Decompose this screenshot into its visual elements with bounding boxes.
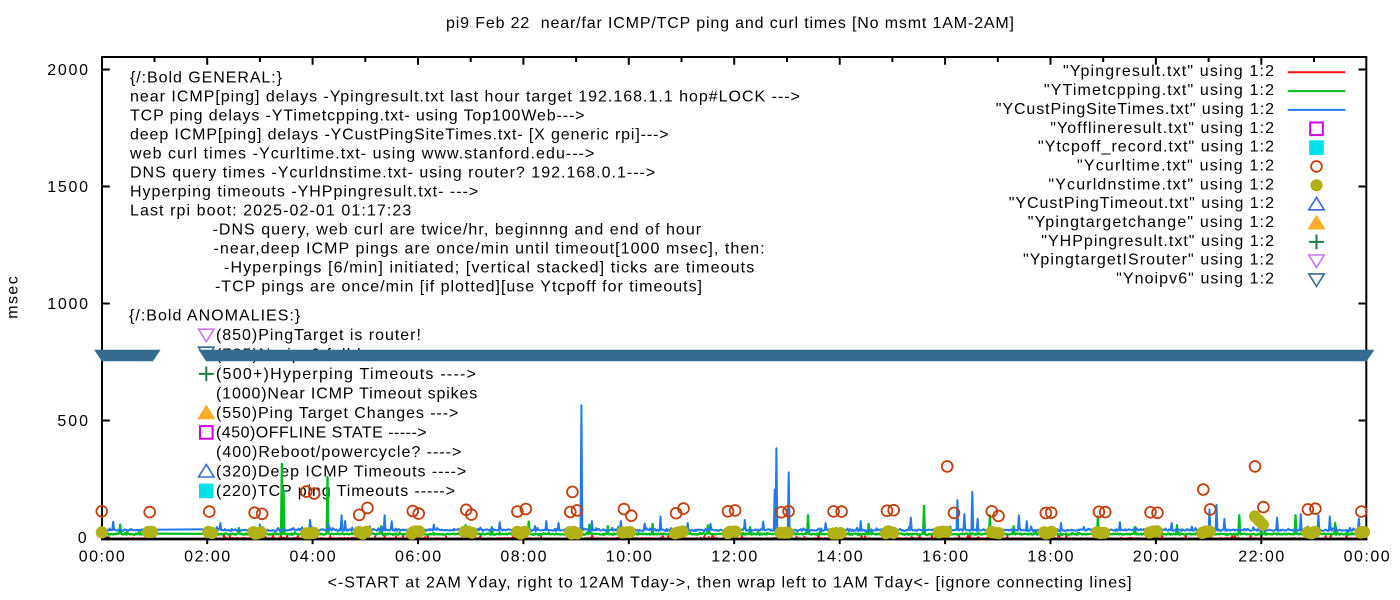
svg-text:deep ICMP[ping] delays -YCustP: deep ICMP[ping] delays -YCustPingSiteTim…	[130, 127, 669, 144]
svg-text:"Ypingtargetchange" using 1:2: "Ypingtargetchange" using 1:2	[1028, 214, 1274, 231]
svg-text:msec: msec	[5, 276, 22, 319]
svg-text:-Hyperpings [6/min] initiated;: -Hyperpings [6/min] initiated; [vertical…	[224, 260, 754, 277]
svg-text:(320)Deep ICMP Timeouts ---->: (320)Deep ICMP Timeouts ---->	[216, 463, 466, 480]
svg-text:(550)Ping Target Changes --->: (550)Ping Target Changes --->	[216, 405, 458, 422]
svg-text:(220)TCP ping Timeouts ----->: (220)TCP ping Timeouts ----->	[216, 483, 455, 500]
svg-text:-TCP pings are once/min [if pl: -TCP pings are once/min [if plotted][use…	[215, 279, 702, 296]
svg-text:-near,deep ICMP pings are once: -near,deep ICMP pings are once/min until…	[214, 241, 765, 258]
svg-text:(500+)Hyperping Timeouts ---->: (500+)Hyperping Timeouts ---->	[216, 366, 476, 383]
svg-text:18:00: 18:00	[1027, 548, 1073, 565]
svg-text:"YCustPingSiteTimes.txt" using: "YCustPingSiteTimes.txt" using 1:2	[996, 101, 1274, 118]
svg-text:500: 500	[57, 413, 88, 430]
svg-text:"YHPpingresult.txt" using 1:2: "YHPpingresult.txt" using 1:2	[1041, 233, 1274, 250]
svg-text:DNS query times -Ycurldnstime.: DNS query times -Ycurldnstime.txt- using…	[130, 165, 655, 182]
svg-text:{/:Bold ANOMALIES:}: {/:Bold ANOMALIES:}	[129, 307, 301, 324]
svg-text:"Ycurltime.txt" using 1:2: "Ycurltime.txt" using 1:2	[1077, 157, 1274, 174]
svg-text:22:00: 22:00	[1238, 548, 1284, 565]
svg-text:04:00: 04:00	[290, 548, 336, 565]
svg-text:1000: 1000	[47, 296, 88, 313]
svg-text:(850)PingTarget is router!: (850)PingTarget is router!	[216, 327, 421, 344]
svg-text:00:00: 00:00	[1344, 548, 1390, 565]
svg-text:00:00: 00:00	[79, 548, 125, 565]
svg-text:{/:Bold GENERAL:}: {/:Bold GENERAL:}	[130, 70, 283, 87]
svg-text:<-START at 2AM Yday, right to: <-START at 2AM Yday, right to 12AM Tday-…	[328, 575, 1132, 592]
svg-text:(400)Reboot/powercycle? ---->: (400)Reboot/powercycle? ---->	[216, 444, 461, 461]
svg-text:"Ytcpoff_record.txt" using 1:2: "Ytcpoff_record.txt" using 1:2	[1038, 139, 1274, 156]
svg-text:1500: 1500	[47, 179, 88, 196]
svg-text:(1000)Near ICMP Timeout spikes: (1000)Near ICMP Timeout spikes	[216, 385, 477, 402]
svg-text:web curl times -Ycurltime.txt-: web curl times -Ycurltime.txt- using www…	[129, 146, 594, 163]
svg-text:(450)OFFLINE STATE ----->: (450)OFFLINE STATE ----->	[216, 424, 427, 441]
svg-text:16:00: 16:00	[922, 548, 968, 565]
svg-text:"Ypingresult.txt" using 1:2: "Ypingresult.txt" using 1:2	[1063, 63, 1274, 80]
svg-text:"Yofflineresult.txt" using 1:2: "Yofflineresult.txt" using 1:2	[1050, 120, 1274, 137]
svg-text:06:00: 06:00	[395, 548, 441, 565]
svg-text:"YTimetcpping.txt" using 1:2: "YTimetcpping.txt" using 1:2	[1044, 82, 1274, 99]
svg-text:"YCustPingTimeout.txt" using 1: "YCustPingTimeout.txt" using 1:2	[1009, 195, 1274, 212]
svg-text:02:00: 02:00	[184, 548, 230, 565]
svg-text:"YpingtargetISrouter" using 1:: "YpingtargetISrouter" using 1:2	[1023, 252, 1274, 269]
svg-text:Hyperping timeouts -YHPpingres: Hyperping timeouts -YHPpingresult.txt- -…	[130, 184, 478, 201]
svg-text:-DNS query, web curl are twice: -DNS query, web curl are twice/hr, begin…	[213, 222, 702, 239]
svg-text:20:00: 20:00	[1133, 548, 1179, 565]
svg-text:"Ynoipv6" using 1:2: "Ynoipv6" using 1:2	[1116, 271, 1274, 288]
svg-text:0: 0	[78, 530, 87, 547]
svg-text:Last rpi boot: 2025-02-01 01:1: Last rpi boot: 2025-02-01 01:17:23	[130, 203, 411, 220]
svg-text:12:00: 12:00	[711, 548, 757, 565]
svg-text:near ICMP[ping] delays -Ypingr: near ICMP[ping] delays -Ypingresult.txt …	[130, 89, 800, 106]
svg-text:2000: 2000	[47, 62, 88, 79]
svg-text:08:00: 08:00	[500, 548, 546, 565]
svg-text:TCP ping delays -YTimetcpping.: TCP ping delays -YTimetcpping.txt- using…	[130, 108, 585, 125]
svg-text:pi9 Feb 22 near/far ICMP/TCP: pi9 Feb 22 near/far ICMP/TCP ping and cu…	[446, 15, 1014, 32]
svg-text:10:00: 10:00	[606, 548, 652, 565]
svg-text:"Ycurldnstime.txt" using 1:2: "Ycurldnstime.txt" using 1:2	[1048, 176, 1274, 193]
svg-text:14:00: 14:00	[817, 548, 863, 565]
